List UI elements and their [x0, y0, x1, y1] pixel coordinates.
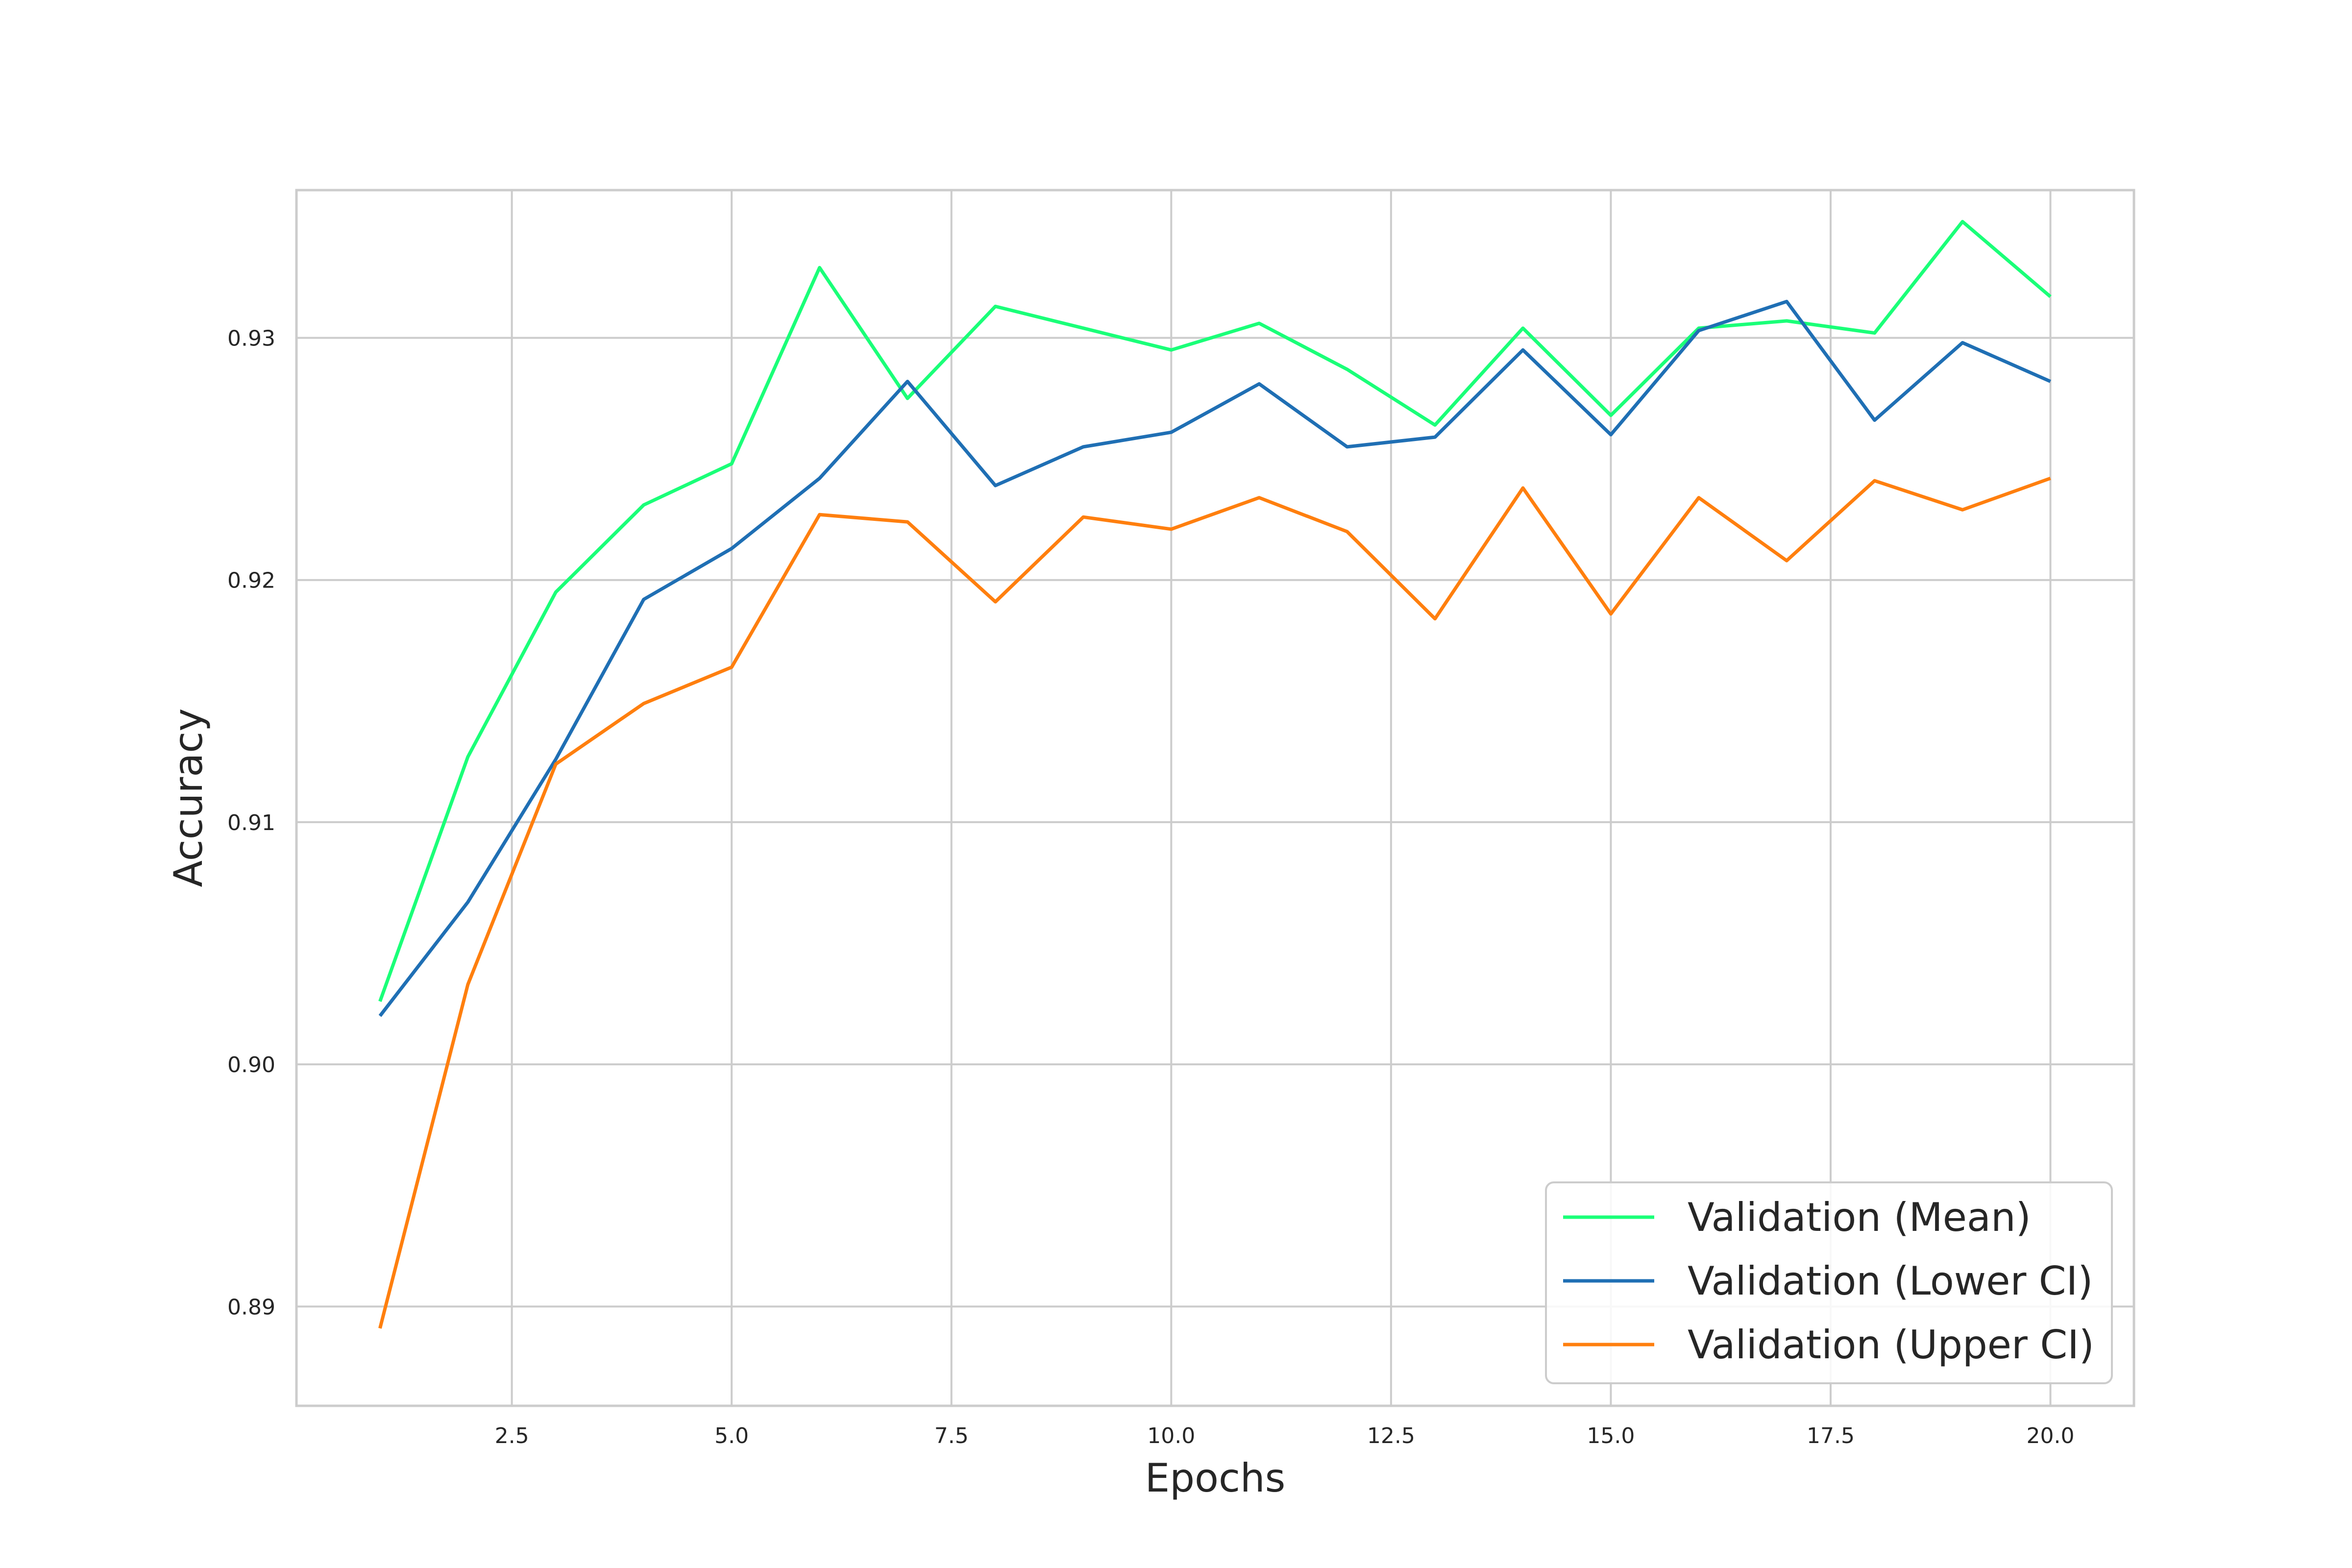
series-line-1 — [378, 220, 2052, 1002]
legend-frame — [1545, 1181, 2113, 1384]
tick-labels: 2.5 5.0 7.5 10.0 12.5 15.0 17.5 20.0 0.89 0.90 0.9… — [227, 326, 2074, 1448]
legend-label: Validation (Upper CI) — [1688, 1322, 2094, 1368]
y-axis-title: Accuracy — [166, 708, 211, 887]
y-tick-label: 0.90 — [227, 1053, 275, 1078]
series-lines — [378, 220, 2052, 1329]
y-tick-label: 0.91 — [227, 810, 275, 835]
x-tick-label: 17.5 — [1807, 1423, 1855, 1448]
x-tick-label: 12.5 — [1367, 1423, 1415, 1448]
x-axis-title: Epochs — [1145, 1455, 1286, 1501]
x-tick-label: 5.0 — [714, 1423, 749, 1448]
grid — [296, 190, 2134, 1406]
legend: Validation (Mean) Validation (Lower CI) Va… — [1545, 1181, 2113, 1384]
legend-label: Validation (Lower CI) — [1688, 1258, 2093, 1304]
y-tick-label: 0.93 — [227, 326, 275, 351]
y-tick-label: 0.89 — [227, 1295, 275, 1320]
series-line-3 — [378, 476, 2051, 1329]
plot-area-frame — [295, 189, 2135, 1407]
y-tick-label: 0.92 — [227, 568, 275, 593]
x-tick-label: 2.5 — [495, 1423, 529, 1448]
legend-items: Validation (Mean) Validation (Lower CI) Va… — [1563, 1195, 2094, 1368]
x-tick-label: 15.0 — [1587, 1423, 1635, 1448]
series-line-2 — [378, 299, 2051, 1017]
x-tick-label: 10.0 — [1147, 1423, 1195, 1448]
x-tick-label: 20.0 — [2027, 1423, 2075, 1448]
x-tick-label: 7.5 — [934, 1423, 969, 1448]
legend-label: Validation (Mean) — [1688, 1195, 2031, 1240]
